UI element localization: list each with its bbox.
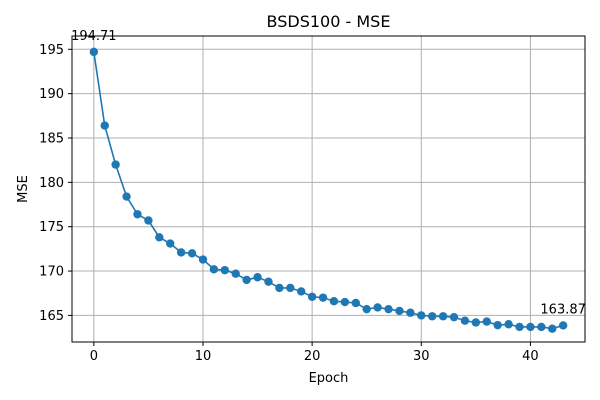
data-point [220,265,230,275]
grid [72,36,585,342]
data-point [264,277,273,286]
data-point [89,47,99,57]
x-tick-label: 0 [90,349,98,364]
data-point [482,317,491,326]
y-tick-label: 180 [39,176,64,191]
data-point [384,304,393,314]
data-point [176,248,186,257]
data-point [209,265,219,274]
data-point [198,255,208,264]
data-point [144,216,153,225]
data-point [275,283,284,293]
data-point [395,306,404,316]
y-tick-label: 195 [39,43,64,58]
x-axis-title: Epoch [309,371,349,386]
data-point [515,322,524,332]
data-point [329,297,339,306]
data-point [417,311,426,320]
data-point [460,316,470,325]
data-point [340,297,350,307]
data-point [427,312,437,321]
data-point [297,287,306,296]
data-point [155,233,164,242]
x-axis-ticks: 0 10 20 30 40 [90,342,539,364]
data-point [504,320,513,329]
y-axis-title: MSE [16,175,31,203]
data-point [133,210,142,219]
data-point [526,322,535,332]
data-point [318,293,328,302]
plot-frame [71,35,586,343]
x-tick-label: 30 [413,349,430,364]
data-point [307,292,317,301]
data-point [122,192,131,201]
data-point [351,298,360,308]
data-point [286,283,295,293]
y-axis-ticks: 165 170 175 180 185 190 195 [39,43,72,324]
x-tick-label: 20 [304,349,321,364]
x-tick-label: 10 [195,349,212,364]
data-point [558,321,568,330]
data-point [242,275,251,285]
data-point [231,269,240,278]
data-point [449,312,459,322]
y-tick-label: 175 [39,220,64,235]
data-point [373,303,382,312]
data-point [166,239,175,248]
y-tick-label: 185 [39,132,64,147]
data-point [362,304,371,314]
data-point [111,160,120,169]
data-point [438,312,448,321]
chart-title: BSDS100 - MSE [267,12,391,31]
data-point [187,249,197,258]
y-tick-label: 170 [39,265,64,280]
series-layer [89,47,568,333]
data-point [471,318,481,327]
y-tick-label: 165 [39,309,64,324]
y-tick-label: 190 [39,87,64,102]
annotations: 194.71 163.87 [71,29,586,318]
data-point [100,121,109,130]
data-label: 163.87 [540,302,586,317]
data-point [537,322,546,332]
data-point [548,324,557,333]
data-label: 194.71 [71,29,117,44]
data-point [406,308,415,317]
x-tick-label: 40 [522,349,539,364]
data-point [493,320,502,330]
data-point [253,273,262,282]
